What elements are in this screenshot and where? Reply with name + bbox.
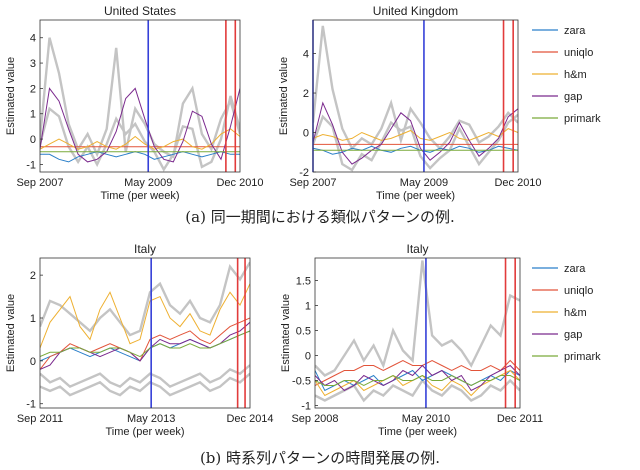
background-trace: [315, 378, 520, 403]
y-tick-label: 4: [30, 33, 36, 45]
y-tick-label: 2: [303, 88, 309, 100]
x-axis-label: Time (per week): [105, 426, 184, 438]
series-line-uniqlo: [40, 317, 250, 370]
x-tick-label: Dec 2010: [216, 177, 263, 189]
background-trace: [40, 364, 250, 388]
x-tick-label: Dec 2011: [497, 413, 543, 425]
y-axis-label: Estimated value: [278, 57, 290, 135]
y-tick-label: 3: [30, 58, 36, 70]
chart-italy-left: Italy -1 0 1 2 Sep 2011 May 2013 Dec 2014 Time (…: [5, 242, 274, 438]
legend-label: gap: [564, 329, 582, 341]
axes-frame: [312, 19, 519, 173]
background-trace: [313, 25, 518, 151]
y-tick-label: 4: [303, 49, 309, 61]
x-tick-label: May 2010: [402, 413, 450, 425]
chart-title: United States: [104, 4, 176, 18]
chart-united-kingdom: United Kingdom -2 0 2 4 Sep 2007 May 2009 Dec 2…: [278, 4, 542, 202]
legend-label: zara: [564, 263, 586, 275]
y-tick-label: 1: [30, 109, 36, 121]
legend-label: uniqlo: [564, 47, 593, 59]
y-tick-label: -2: [299, 167, 309, 179]
background-trace: [40, 261, 250, 337]
x-tick-label: Sep 2007: [16, 177, 63, 189]
y-axis-label: Estimated value: [5, 57, 17, 135]
background-trace: [40, 372, 250, 397]
x-tick-label: Dec 2010: [494, 177, 541, 189]
x-tick-label: Sep 2011: [17, 413, 63, 425]
legend-label: h&m: [564, 307, 587, 319]
background-trace: [40, 37, 240, 159]
series-line-zara: [40, 330, 250, 362]
y-axis-label: Estimated value: [5, 294, 17, 372]
x-tick-label: May 2013: [127, 413, 175, 425]
x-axis-label: Time (per week): [100, 190, 179, 202]
legend-label: primark: [564, 113, 601, 125]
y-tick-label: 0: [30, 356, 36, 368]
series-line-gap: [313, 101, 518, 165]
y-axis-label: Estimated value: [280, 294, 292, 372]
y-tick-label: -0.5: [292, 376, 311, 388]
chart-title: United Kingdom: [373, 4, 458, 18]
y-tick-label: 0.5: [296, 326, 311, 338]
series-line-gap: [40, 321, 250, 370]
x-tick-label: Dec 2014: [226, 413, 273, 425]
y-tick-label: 0: [30, 134, 36, 146]
legend-bottom: zara uniqlo h&m gap primark: [532, 263, 601, 363]
caption-a: (a) 同一期間における類似パターンの例.: [185, 208, 455, 226]
background-trace: [40, 95, 240, 172]
legend-top: zara uniqlo h&m gap primark: [532, 25, 601, 125]
axes-frame: [39, 19, 241, 173]
plot-area: [40, 37, 240, 172]
chart-united-states: United States -1 0 1 2 3 4 Sep 2007 May 2009 Dec …: [5, 4, 264, 202]
y-tick-label: 2: [30, 270, 36, 282]
axes-frame: [314, 257, 521, 409]
y-tick-label: 1: [305, 301, 311, 313]
y-tick-label: -1: [26, 159, 36, 171]
x-tick-label: May 2009: [400, 177, 448, 189]
x-tick-label: May 2009: [124, 177, 172, 189]
y-tick-label: -1: [301, 401, 311, 413]
chart-italy-right: Italy -1 -0.5 0 0.5 1 1.5 Sep 2008 May 2010 Dec 2…: [280, 242, 543, 438]
x-axis-label: Time (per week): [376, 190, 455, 202]
legend-label: gap: [564, 91, 582, 103]
series-line-hm: [40, 283, 250, 349]
plot-area: [315, 260, 520, 403]
x-tick-label: Sep 2007: [289, 177, 336, 189]
chart-title: Italy: [134, 242, 156, 256]
legend-label: uniqlo: [564, 285, 593, 297]
legend-label: h&m: [564, 69, 587, 81]
y-tick-label: 1.5: [296, 276, 311, 288]
caption-b: (b) 時系列パターンの時間発展の例.: [199, 449, 441, 467]
series-line-hm: [40, 128, 240, 150]
x-axis-label: Time (per week): [378, 426, 457, 438]
y-tick-label: -1: [26, 399, 36, 411]
series-line-hm: [315, 369, 520, 397]
y-tick-label: 0: [305, 351, 311, 363]
plot-area: [40, 261, 250, 397]
x-tick-label: Sep 2008: [291, 413, 338, 425]
legend-label: primark: [564, 351, 601, 363]
series-line-zara: [40, 151, 240, 163]
axes-frame: [39, 257, 251, 409]
background-trace: [315, 260, 520, 377]
y-tick-label: 1: [30, 313, 36, 325]
background-trace: [313, 113, 518, 172]
chart-title: Italy: [406, 242, 428, 256]
series-line-uniqlo: [315, 359, 520, 386]
legend-label: zara: [564, 25, 586, 37]
y-tick-label: 0: [303, 128, 309, 140]
series-line-primark: [315, 374, 520, 387]
plot-area: [313, 25, 518, 172]
y-tick-label: 2: [30, 83, 36, 95]
series-line-gap: [40, 87, 240, 163]
series-line-primark: [40, 330, 250, 358]
